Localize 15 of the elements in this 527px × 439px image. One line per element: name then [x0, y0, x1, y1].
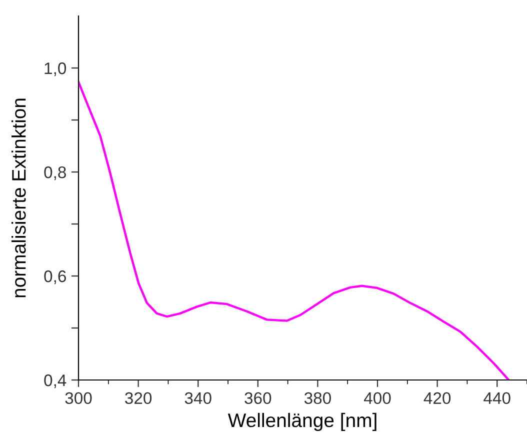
x-tick-label: 440: [484, 392, 510, 404]
x-tick-label: 380: [304, 392, 331, 404]
y-tick-label: 1,0: [44, 62, 66, 76]
x-tick-label: 340: [184, 392, 212, 404]
y-tick-label: 0,4: [44, 374, 66, 388]
y-tick-label: 0,8: [44, 166, 66, 180]
y-axis-title: normalisierte Extinktion: [12, 98, 26, 298]
x-tick-label: 360: [244, 392, 272, 404]
x-tick-label: 400: [364, 392, 391, 404]
line-series: [78, 80, 510, 380]
x-tick-label: 300: [65, 392, 92, 404]
x-tick-label: 420: [424, 392, 451, 404]
x-axis-title: Wellenlänge [nm]: [228, 412, 376, 432]
x-tick-label: 320: [125, 392, 152, 404]
y-tick-label: 0,6: [44, 270, 66, 284]
